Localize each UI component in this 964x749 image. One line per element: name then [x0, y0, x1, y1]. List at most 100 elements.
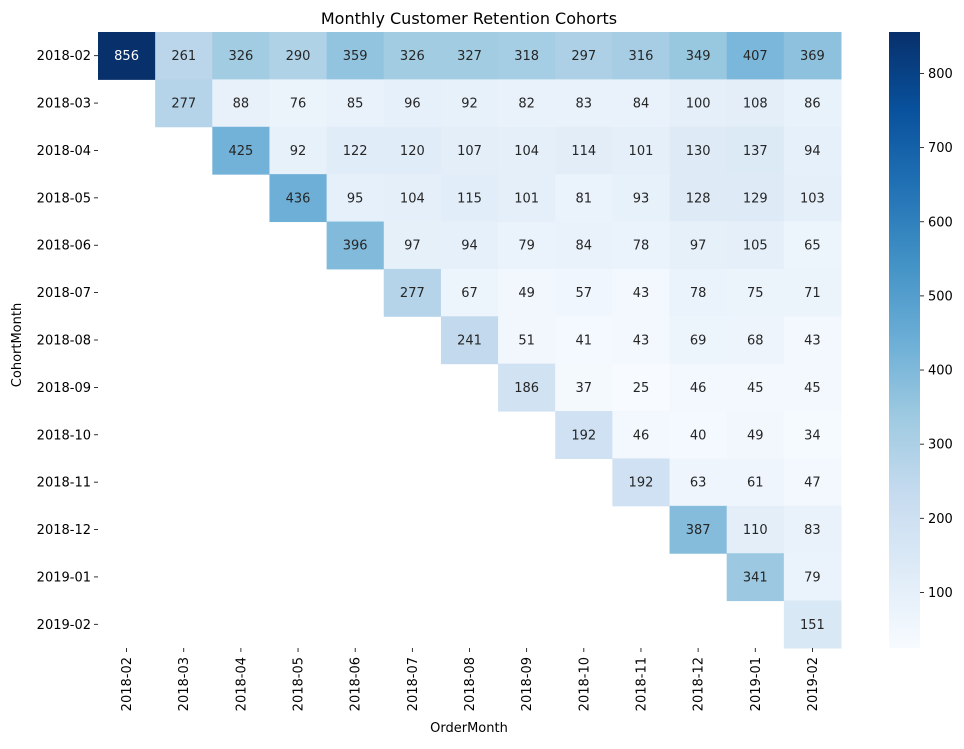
heatmap-cell: [498, 32, 556, 80]
cell-value-label: 341: [743, 570, 768, 585]
cell-value-label: 316: [629, 49, 654, 64]
cell-value-label: 327: [457, 49, 482, 64]
heatmap-cell: [555, 411, 613, 459]
heatmap-cell: [383, 126, 442, 175]
cell-value-label: 76: [290, 97, 307, 112]
heatmap-cell: [669, 126, 728, 175]
cell-value-label: 369: [800, 49, 825, 64]
cell-value-label: 130: [686, 144, 711, 159]
cell-value-label: 120: [400, 144, 425, 159]
heatmap-cell: [269, 79, 328, 128]
cell-value-label: 81: [576, 191, 593, 206]
cell-value-label: 86: [804, 97, 821, 112]
heatmap-cell: [669, 505, 728, 554]
cell-value-label: 359: [343, 49, 368, 64]
y-tick-label: 2018-09: [37, 381, 91, 396]
colorbar-tick-label: 400: [928, 364, 953, 379]
heatmap-cell: [155, 32, 213, 80]
cell-value-label: 71: [804, 286, 821, 301]
cell-value-label: 97: [690, 239, 707, 254]
cell-value-label: 93: [633, 191, 650, 206]
heatmap-cell: [612, 221, 671, 270]
heatmap-cell: [555, 268, 613, 317]
heatmap-cell: [783, 363, 842, 412]
heatmap-cell: [612, 174, 671, 223]
cell-value-label: 46: [633, 428, 650, 443]
heatmap-cell: [783, 411, 842, 459]
heatmap-cell: [212, 126, 270, 175]
y-axis-label: CohortMonth: [10, 303, 25, 387]
x-tick-label: 2018-10: [577, 657, 592, 711]
heatmap-cell: [783, 268, 842, 317]
cell-value-label: 49: [747, 428, 764, 443]
cell-value-label: 104: [400, 191, 425, 206]
cell-value-label: 34: [804, 428, 821, 443]
cell-value-label: 129: [743, 191, 768, 206]
heatmap-cell: [326, 126, 385, 175]
cell-value-label: 95: [347, 191, 364, 206]
cell-value-label: 94: [804, 144, 821, 159]
heatmap-cell: [726, 553, 785, 602]
cell-value-label: 277: [171, 97, 196, 112]
cell-value-label: 79: [804, 570, 821, 585]
heatmap-cell: [383, 174, 442, 223]
cell-value-label: 37: [576, 381, 593, 396]
x-axis: 2018-02 2018-03 2018-04 2018-05 2018-06 2018-…: [120, 648, 821, 711]
x-tick-label: 2018-05: [292, 657, 307, 711]
cell-value-label: 75: [747, 286, 764, 301]
cell-value-label: 85: [347, 97, 364, 112]
cell-value-label: 65: [804, 239, 821, 254]
cell-value-label: 25: [633, 381, 650, 396]
chart-title: Monthly Customer Retention Cohorts: [321, 9, 617, 28]
cell-value-label: 407: [743, 49, 768, 64]
heatmap-cell: [726, 268, 785, 317]
heatmap-cell: [440, 174, 499, 223]
heatmap-cell: [783, 174, 842, 223]
cell-value-label: 92: [461, 97, 478, 112]
cell-value-label: 326: [228, 49, 253, 64]
heatmap-cell: [783, 79, 842, 128]
heatmap-cell: [555, 126, 613, 175]
cell-value-label: 96: [404, 97, 421, 112]
heatmap-cell: [783, 505, 842, 554]
heatmap-cell: [555, 32, 613, 80]
cell-value-label: 84: [633, 97, 650, 112]
heatmap-cell: [555, 221, 613, 270]
heatmap-cell: [612, 316, 671, 365]
cell-value-label: 128: [686, 191, 711, 206]
heatmap-cell: [326, 79, 385, 128]
y-tick-label: 2019-02: [37, 618, 91, 633]
heatmap-cell: [726, 126, 785, 175]
cell-value-label: 47: [804, 476, 821, 491]
cell-value-label: 114: [571, 144, 596, 159]
heatmap-cell: [326, 174, 385, 223]
y-tick-label: 2018-07: [37, 286, 91, 301]
heatmap-cell: [212, 79, 270, 128]
cell-value-label: 41: [576, 334, 593, 349]
heatmap-cell: [669, 411, 728, 459]
cell-value-label: 425: [228, 144, 253, 159]
heatmap-cell: [726, 505, 785, 554]
colorbar-tick-label: 700: [928, 141, 953, 156]
cell-value-label: 43: [633, 334, 650, 349]
heatmap-cell: [669, 316, 728, 365]
cell-value-label: 45: [804, 381, 821, 396]
heatmap-cell: [498, 268, 556, 317]
y-tick-label: 2018-02: [37, 49, 91, 64]
heatmap-cell: [612, 126, 671, 175]
cell-value-label: 78: [633, 239, 650, 254]
x-tick-label: 2018-12: [692, 657, 707, 711]
colorbar-tick-label: 300: [928, 438, 953, 453]
cell-value-label: 88: [233, 97, 250, 112]
colorbar-tick-label: 100: [928, 586, 953, 601]
x-tick-label: 2018-04: [234, 657, 249, 711]
heatmap-cell: [498, 363, 556, 412]
cell-value-label: 105: [743, 239, 768, 254]
cell-value-label: 68: [747, 334, 764, 349]
y-tick-label: 2018-05: [37, 191, 91, 206]
heatmap-cell: [669, 221, 728, 270]
heatmap-cell: [783, 32, 842, 80]
cell-value-label: 115: [457, 191, 482, 206]
